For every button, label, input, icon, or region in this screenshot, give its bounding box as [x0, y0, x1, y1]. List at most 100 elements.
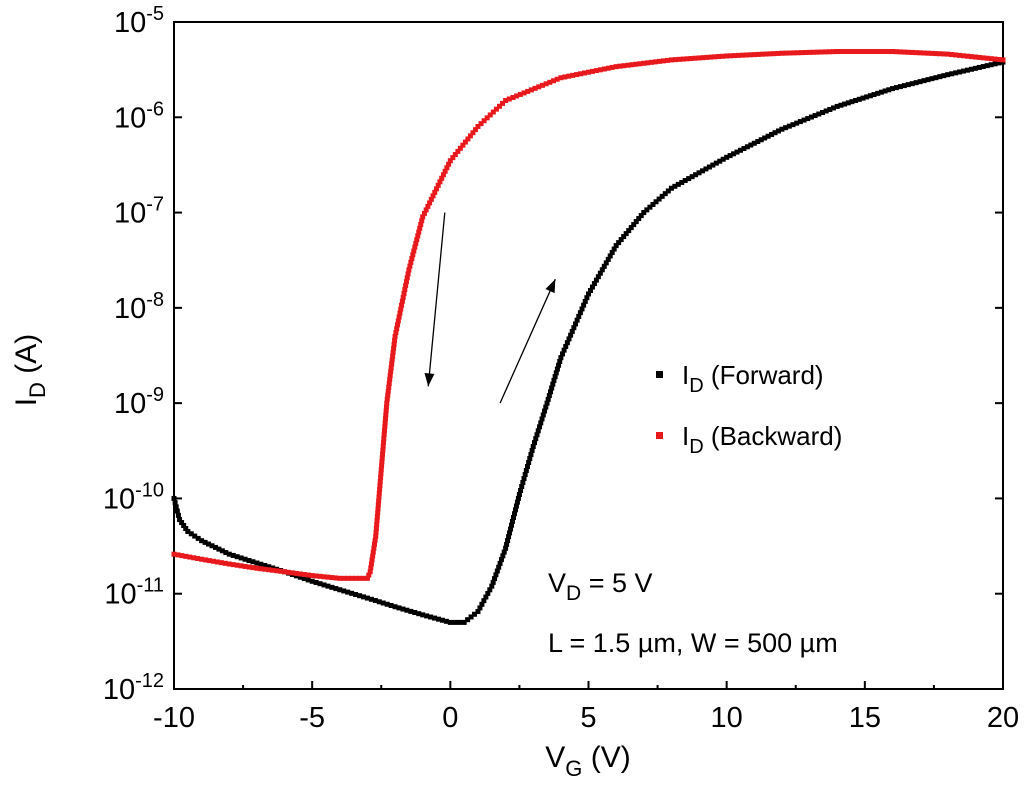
data-point — [937, 74, 943, 80]
data-point — [838, 49, 844, 55]
data-point — [444, 165, 450, 171]
data-point — [791, 50, 797, 56]
data-point — [621, 63, 627, 69]
data-point — [510, 515, 516, 521]
data-point — [665, 188, 671, 194]
data-point — [415, 233, 421, 239]
data-point — [514, 93, 520, 99]
data-point — [571, 325, 577, 331]
data-point — [321, 582, 327, 588]
data-point — [682, 178, 688, 184]
data-point — [373, 529, 379, 535]
data-point — [262, 563, 268, 569]
data-point — [527, 456, 533, 462]
data-point — [455, 148, 461, 154]
data-point — [864, 94, 870, 100]
data-point — [446, 161, 452, 167]
data-point — [514, 499, 520, 505]
data-point — [371, 545, 377, 551]
data-point — [262, 566, 268, 572]
data-point — [468, 614, 474, 620]
data-point — [209, 543, 215, 549]
data-point — [181, 523, 187, 529]
data-point — [795, 50, 801, 56]
data-point — [561, 347, 567, 353]
data-point — [383, 412, 389, 418]
data-point — [845, 100, 851, 106]
data-point — [380, 447, 386, 453]
data-point — [414, 237, 420, 243]
data-point — [376, 498, 382, 504]
data-point — [531, 440, 537, 446]
data-point — [360, 575, 366, 581]
data-point — [626, 228, 632, 234]
data-point — [392, 334, 398, 340]
data-point — [434, 186, 440, 192]
data-point — [623, 231, 629, 237]
data-point — [525, 88, 531, 94]
data-point — [537, 424, 543, 430]
data-point — [400, 606, 406, 612]
data-point — [375, 506, 381, 512]
data-point — [424, 613, 430, 619]
data-point — [558, 355, 564, 361]
data-point — [378, 471, 384, 477]
data-point — [439, 175, 445, 181]
data-point — [515, 495, 521, 501]
data-point — [511, 511, 517, 517]
data-point — [452, 152, 458, 158]
data-point — [769, 131, 775, 137]
data-point — [925, 50, 931, 56]
data-point — [566, 336, 572, 342]
data-point — [391, 341, 397, 347]
data-point — [538, 420, 544, 426]
data-point — [416, 611, 422, 617]
data-point — [325, 583, 331, 589]
data-point — [428, 614, 434, 620]
data-point — [388, 365, 394, 371]
data-point — [976, 54, 982, 60]
data-point — [582, 298, 588, 304]
sweep-arrowhead-up — [545, 279, 556, 294]
data-point — [380, 443, 386, 449]
data-point — [377, 486, 383, 492]
data-point — [577, 310, 583, 316]
data-point — [556, 362, 562, 368]
data-point — [386, 381, 392, 387]
data-point — [413, 240, 419, 246]
data-point — [528, 452, 534, 458]
data-point — [325, 574, 331, 580]
data-point — [536, 84, 542, 90]
series-backward — [171, 49, 1006, 581]
data-point — [858, 49, 864, 55]
data-point — [636, 216, 642, 222]
data-point — [605, 65, 611, 71]
data-point — [379, 459, 385, 465]
data-point — [368, 596, 374, 602]
data-point — [183, 553, 189, 559]
data-point — [897, 49, 903, 55]
data-point — [375, 510, 381, 516]
data-point — [357, 593, 363, 599]
data-point — [505, 538, 511, 544]
data-point — [246, 564, 252, 570]
data-point — [234, 554, 240, 560]
data-point — [175, 552, 181, 558]
data-point — [465, 617, 471, 623]
data-point — [305, 577, 311, 583]
data-point — [333, 575, 339, 581]
data-point — [377, 482, 383, 488]
data-point — [374, 518, 380, 524]
data-point — [727, 153, 733, 159]
data-point — [293, 570, 299, 576]
data-point — [605, 256, 611, 262]
data-point — [404, 275, 410, 281]
data-point — [442, 168, 448, 174]
data-point — [278, 568, 284, 574]
data-point — [675, 181, 681, 187]
data-point — [664, 57, 670, 63]
data-point — [478, 121, 484, 127]
x-tick-label: 0 — [442, 702, 458, 734]
data-point — [878, 89, 884, 95]
data-point — [543, 81, 549, 87]
